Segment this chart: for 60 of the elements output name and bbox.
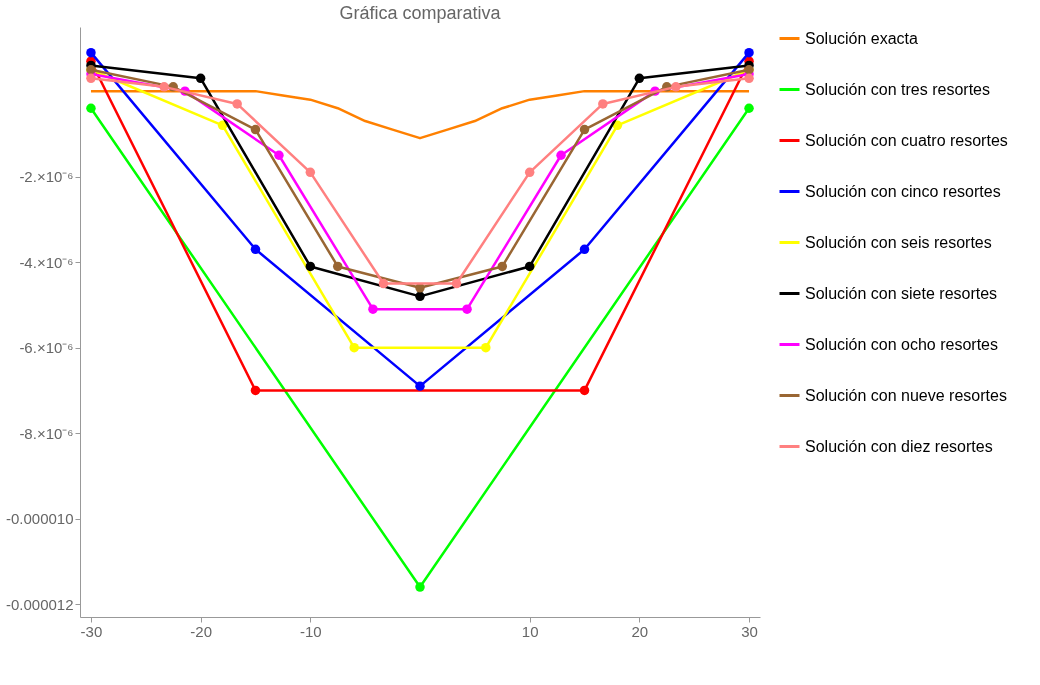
point <box>86 73 96 84</box>
chart-title: Gráfica comparativa <box>339 3 502 23</box>
legend-label: Solución exacta <box>805 29 919 47</box>
point <box>481 342 491 353</box>
y-tick-label: -0.000012 <box>5 595 74 613</box>
point <box>598 99 608 109</box>
point <box>415 381 425 391</box>
point <box>612 120 623 131</box>
point <box>250 385 261 396</box>
point <box>333 261 343 272</box>
x-tick-label: -30 <box>80 622 103 640</box>
point <box>159 82 169 92</box>
point <box>217 120 228 131</box>
x-tick-label: 30 <box>741 622 758 640</box>
point <box>579 244 590 255</box>
point <box>579 385 590 396</box>
legend-label: Solución con cuatro resortes <box>805 131 1008 149</box>
point <box>524 167 535 178</box>
point <box>556 150 566 160</box>
point <box>86 103 96 113</box>
point <box>232 99 242 109</box>
x-tick-label: 10 <box>521 622 539 640</box>
point <box>524 261 535 272</box>
point <box>634 73 645 84</box>
point <box>378 278 389 289</box>
x-tick-label: -10 <box>299 622 322 640</box>
y-tick-label: -4.×10⁻⁶ <box>19 253 74 271</box>
point <box>305 261 316 272</box>
legend-label: Solución con cinco resortes <box>805 182 1001 200</box>
point <box>744 73 754 84</box>
point <box>497 261 507 272</box>
point <box>349 342 359 353</box>
y-tick-label: -6.×10⁻⁶ <box>19 339 74 357</box>
legend-label: Solución con ocho resortes <box>805 335 998 353</box>
point <box>305 167 316 178</box>
point <box>744 103 754 113</box>
legend-label: Solución con siete resortes <box>805 284 998 302</box>
point <box>579 124 590 135</box>
point <box>415 291 425 302</box>
legend-label: Solución con tres resortes <box>805 80 990 98</box>
point <box>415 582 425 592</box>
point <box>274 150 284 160</box>
point <box>195 73 206 84</box>
point <box>86 47 96 58</box>
point <box>671 82 681 92</box>
legend-label: Solución con nueve resortes <box>805 386 1007 404</box>
x-tick-label: 20 <box>631 622 649 640</box>
y-tick-label: -0.000010 <box>5 510 74 528</box>
x-tick-label: -20 <box>190 622 212 640</box>
point <box>744 47 754 58</box>
point <box>451 278 462 289</box>
point <box>250 244 261 255</box>
y-tick-label: -8.×10⁻⁶ <box>19 424 74 442</box>
line-series <box>89 89 751 140</box>
legend-label: Solución con seis resortes <box>805 233 992 251</box>
point <box>462 304 472 314</box>
point <box>368 304 378 314</box>
legend-label: Solución con diez resortes <box>805 437 993 455</box>
point <box>250 124 261 135</box>
y-tick-label: -2.×10⁻⁶ <box>19 168 74 186</box>
